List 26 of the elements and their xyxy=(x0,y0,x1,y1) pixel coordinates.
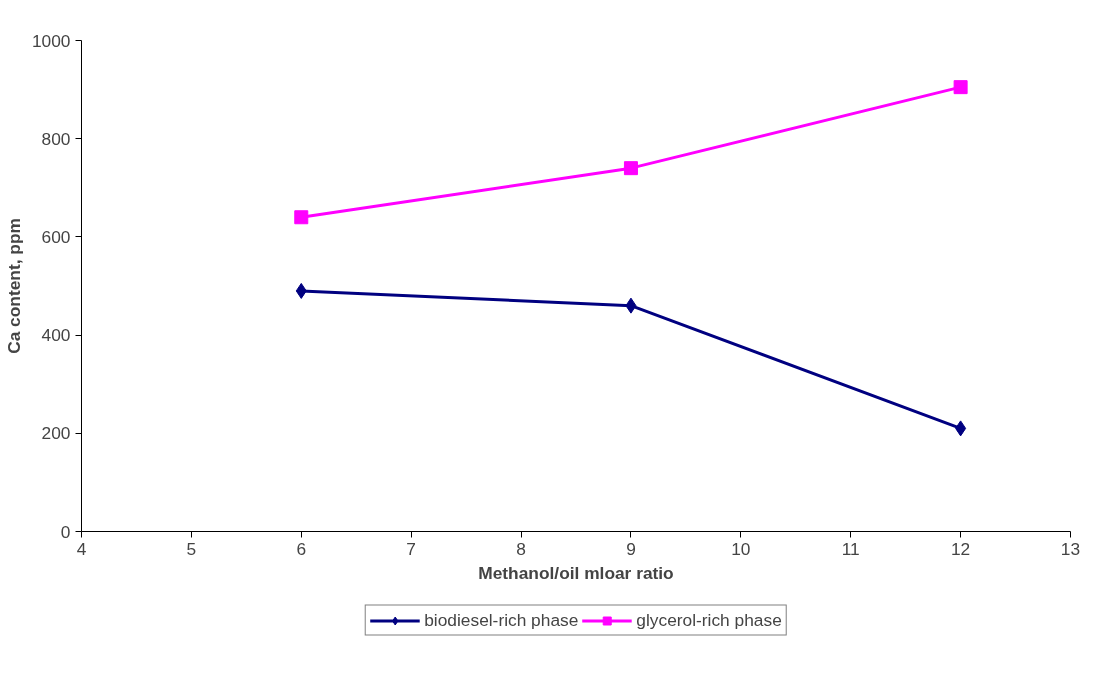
x-tick-label: 13 xyxy=(1060,538,1081,559)
y-tick-label: 200 xyxy=(41,423,71,444)
x-tick-label: 10 xyxy=(731,538,751,559)
point xyxy=(623,161,638,176)
x-tick-label: 12 xyxy=(950,538,971,559)
y-tick-label: 1000 xyxy=(31,30,71,51)
legend-label: biodiesel-rich phase xyxy=(424,609,579,631)
x-tick-label: 4 xyxy=(76,538,87,559)
y-tick-label: 800 xyxy=(41,128,71,149)
x-axis-title: Methanol/oil mloar ratio xyxy=(478,562,674,583)
legend-label: glycerol-rich phase xyxy=(636,609,782,631)
point xyxy=(625,297,637,314)
point xyxy=(294,210,309,225)
x-tick-label: 9 xyxy=(626,538,636,559)
y-axis-title: Ca content, ppm xyxy=(3,218,24,354)
x-tick-label: 6 xyxy=(296,538,307,559)
x-tick-label: 7 xyxy=(406,538,416,559)
y-tick-label: 0 xyxy=(60,521,71,542)
y-tick-label: 400 xyxy=(41,325,71,346)
point xyxy=(295,282,307,299)
point xyxy=(953,80,968,95)
y-tick-label: 600 xyxy=(41,226,71,247)
x-tick-label: 11 xyxy=(841,538,860,559)
point xyxy=(955,420,967,437)
x-tick-label: 8 xyxy=(516,538,526,559)
x-tick-label: 5 xyxy=(186,538,197,559)
